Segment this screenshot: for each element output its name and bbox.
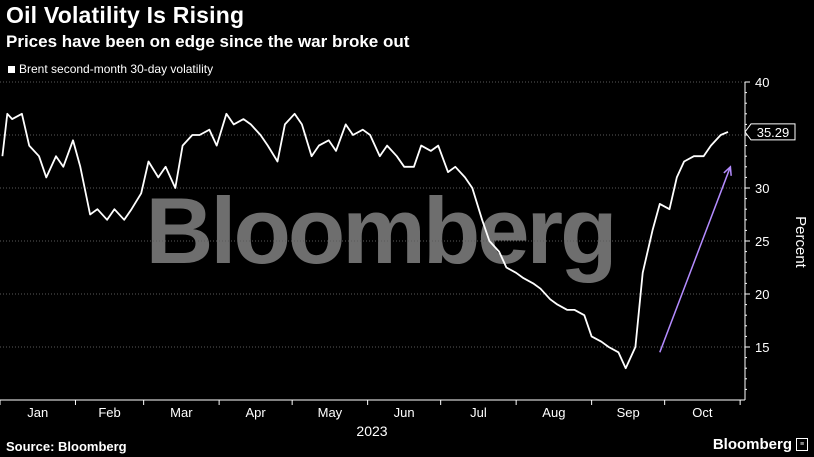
source-note: Source: Bloomberg (6, 439, 127, 454)
x-tick-label-aug: Aug (542, 405, 565, 420)
chart-subtitle: Prices have been on edge since the war b… (6, 32, 410, 51)
y-tick-label-30: 30 (755, 181, 769, 196)
chart-title: Oil Volatility Is Rising (6, 2, 245, 28)
x-tick-label-sep: Sep (617, 405, 640, 420)
annotation-arrow (659, 165, 732, 353)
y-axis-title: Percent (792, 216, 809, 269)
y-tick-label-40: 40 (755, 75, 769, 90)
series-line-0 (1, 112, 729, 370)
brand-name: Bloomberg (712, 436, 792, 453)
legend: Brent second-month 30-day volatility (8, 62, 213, 76)
bloomberg-terminal-icon: ≡ (796, 438, 808, 451)
y-tick-label-15: 15 (755, 340, 769, 355)
x-tick-label-may: May (318, 405, 343, 420)
legend-label: Brent second-month 30-day volatility (19, 62, 214, 76)
last-value-box (744, 123, 796, 141)
grid-lines (0, 81, 745, 348)
x-tick-label-jan: Jan (27, 405, 48, 420)
last-value-label: 35.29 (757, 125, 790, 140)
arrow-head (723, 165, 732, 176)
x-tick-label-jul: Jul (470, 405, 487, 420)
value-labels: 35.29 (744, 123, 796, 141)
x-tick-label-oct: Oct (692, 405, 713, 420)
brand-footer: Bloomberg ≡ (713, 436, 808, 453)
x-tick-label-apr: Apr (246, 405, 267, 420)
watermark-logo: Bloomberg (145, 178, 614, 283)
legend-swatch (8, 65, 15, 73)
series-lines (1, 112, 729, 370)
x-axis: Jan Feb Mar Apr May Jun Jul Aug Sep Oct (0, 399, 745, 420)
y-tick-label-25: 25 (755, 234, 769, 249)
x-tick-label-mar: Mar (170, 405, 193, 420)
arrow-shaft (659, 166, 732, 353)
y-tick-label-20: 20 (755, 287, 769, 302)
x-tick-label-jun: Jun (394, 405, 415, 420)
x-tick-label-feb: Feb (98, 405, 120, 420)
x-axis-year-label: 2023 (356, 423, 387, 439)
